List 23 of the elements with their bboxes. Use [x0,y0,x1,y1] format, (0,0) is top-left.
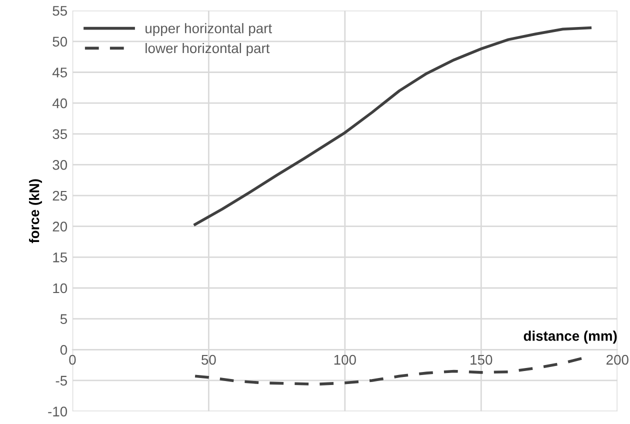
y-tick-label: -5 [56,376,68,386]
y-tick-label: 40 [52,98,68,108]
y-tick-label: -10 [48,406,68,416]
y-tick-label: 0 [60,344,68,355]
y-tick-label: 10 [53,283,68,294]
x-axis-title: distance (mm) [524,330,617,344]
x-tick-label: 50 [202,354,216,365]
legend-label: lower horizontal part [146,42,270,56]
y-tick-label: 55 [52,6,68,16]
y-tick-label: 5 [60,314,68,324]
y-tick-label: 15 [53,252,68,262]
legend-label: upper horizontal part [146,23,272,36]
y-axis-title: force (kN) [29,179,42,244]
x-tick-label: 200 [606,354,628,365]
x-tick-label: 0 [69,354,76,365]
y-tick-label: 30 [52,160,68,170]
x-tick-label: 150 [470,354,492,365]
y-tick-label: 25 [52,190,68,201]
y-tick-label: 20 [52,222,68,232]
x-tick-label: 100 [334,354,356,365]
y-tick-label: 45 [52,68,68,78]
y-tick-label: 35 [52,129,68,140]
y-tick-label: 50 [52,36,68,47]
